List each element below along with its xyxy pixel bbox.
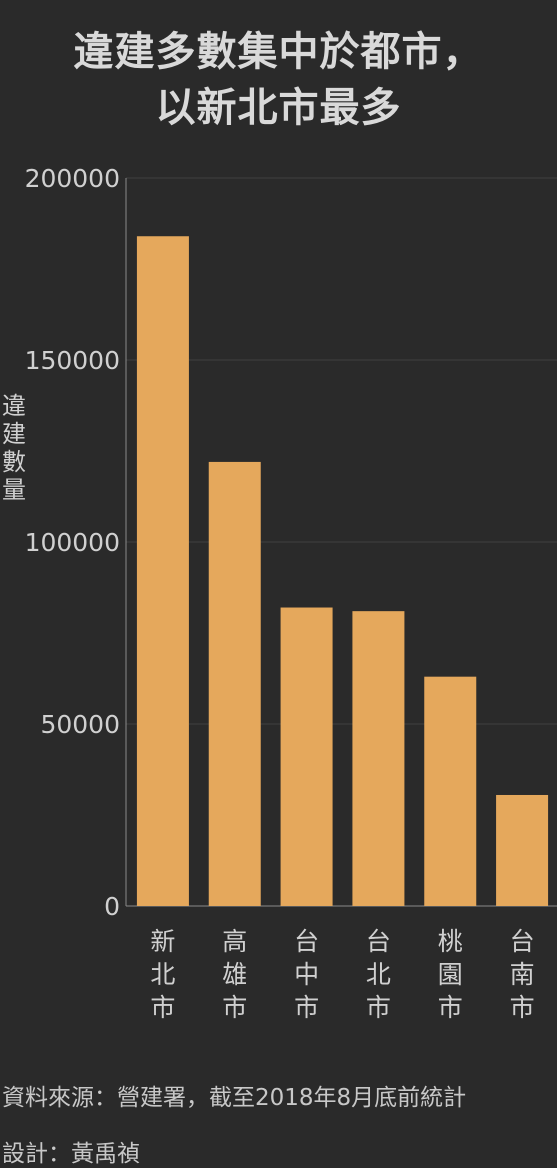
bar-台中市 bbox=[280, 607, 333, 906]
chart-title: 違建多數集中於都市， 以新北市最多 bbox=[0, 24, 557, 136]
y-tick-label-150000: 150000 bbox=[25, 346, 120, 375]
x-tick-label-台南市: 台南市 bbox=[510, 927, 535, 1022]
bar-台南市 bbox=[496, 794, 549, 906]
chart-title-line-1: 違建多數集中於都市， bbox=[73, 29, 484, 75]
design-credit: 設計：黃禹禎 bbox=[2, 1141, 140, 1167]
x-tick-label-新北市: 新北市 bbox=[150, 927, 175, 1022]
y-axis-label: 違建數量 bbox=[2, 392, 26, 504]
bar-台北市 bbox=[352, 611, 405, 906]
y-tick-label-200000: 200000 bbox=[25, 164, 120, 193]
bar-新北市 bbox=[136, 236, 189, 907]
bar-高雄市 bbox=[208, 461, 261, 906]
chart-title-line-2: 以新北市最多 bbox=[155, 85, 402, 131]
source-note: 資料來源：營建署，截至2018年8月底前統計 bbox=[2, 1085, 467, 1111]
bar-chart: 0 50000 100000 150000 200000 新北市 高雄市 台中市 台北市 桃園市 台… bbox=[25, 164, 557, 1022]
bar-桃園市 bbox=[424, 676, 477, 906]
x-tick-label-台中市: 台中市 bbox=[294, 927, 319, 1022]
y-tick-label-50000: 50000 bbox=[40, 710, 120, 739]
x-tick-label-台北市: 台北市 bbox=[366, 927, 391, 1022]
x-tick-label-高雄市: 高雄市 bbox=[222, 927, 247, 1022]
y-tick-label-0: 0 bbox=[104, 892, 120, 921]
x-tick-label-桃園市: 桃園市 bbox=[438, 927, 463, 1022]
y-tick-label-100000: 100000 bbox=[25, 528, 120, 557]
